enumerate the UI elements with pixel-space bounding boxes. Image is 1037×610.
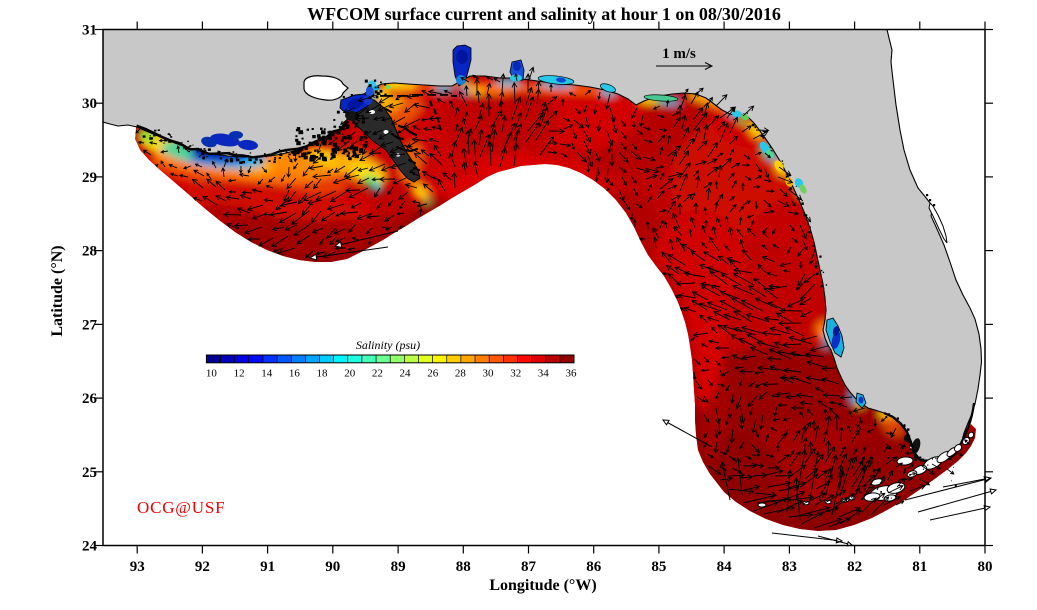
svg-text:24: 24	[82, 539, 98, 555]
svg-text:18: 18	[317, 368, 329, 380]
svg-text:31: 31	[82, 23, 97, 39]
svg-text:83: 83	[782, 559, 797, 575]
svg-text:89: 89	[391, 559, 406, 575]
svg-text:24: 24	[400, 368, 412, 380]
svg-text:34: 34	[538, 368, 550, 380]
svg-text:81: 81	[912, 559, 927, 575]
svg-text:OCG@USF: OCG@USF	[137, 498, 225, 517]
svg-text:86: 86	[586, 559, 602, 575]
svg-text:WFCOM surface current and sali: WFCOM surface current and salinity at ho…	[307, 4, 781, 24]
svg-text:30: 30	[483, 368, 495, 380]
svg-text:29: 29	[82, 170, 97, 186]
svg-text:26: 26	[427, 368, 439, 380]
svg-text:10: 10	[206, 368, 218, 380]
svg-text:14: 14	[261, 368, 273, 380]
svg-text:16: 16	[289, 368, 301, 380]
svg-text:28: 28	[82, 244, 97, 260]
svg-text:80: 80	[978, 559, 993, 575]
svg-text:32: 32	[510, 368, 521, 380]
svg-text:82: 82	[847, 559, 862, 575]
svg-text:12: 12	[234, 368, 245, 380]
svg-text:84: 84	[717, 559, 733, 575]
svg-text:91: 91	[260, 559, 275, 575]
svg-text:93: 93	[130, 559, 145, 575]
svg-text:88: 88	[456, 559, 471, 575]
svg-text:22: 22	[372, 368, 383, 380]
svg-text:1 m/s: 1 m/s	[662, 46, 696, 62]
svg-text:85: 85	[651, 559, 666, 575]
svg-text:Salinity (psu): Salinity (psu)	[356, 338, 420, 352]
svg-text:Longitude (°W): Longitude (°W)	[489, 577, 596, 594]
svg-text:30: 30	[82, 96, 97, 112]
svg-text:36: 36	[566, 368, 578, 380]
svg-text:Latitude (°N): Latitude (°N)	[49, 245, 66, 336]
svg-text:87: 87	[521, 559, 537, 575]
svg-text:28: 28	[455, 368, 467, 380]
svg-text:92: 92	[195, 559, 210, 575]
svg-text:20: 20	[344, 368, 356, 380]
svg-text:90: 90	[325, 559, 340, 575]
svg-text:26: 26	[82, 391, 98, 407]
svg-text:25: 25	[82, 465, 97, 481]
svg-text:27: 27	[82, 317, 98, 333]
